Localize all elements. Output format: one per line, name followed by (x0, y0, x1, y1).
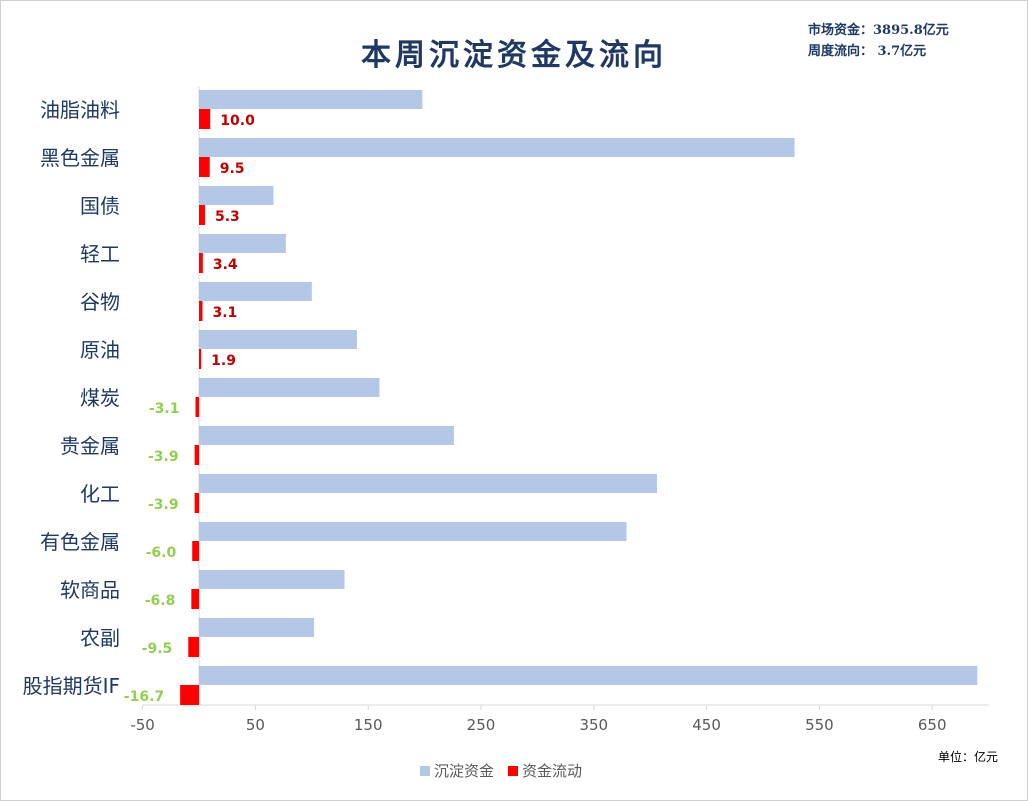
unit-label: 单位：亿元 (938, 750, 999, 764)
x-tick-label: 250 (467, 716, 496, 734)
flow-data-label: 5.3 (215, 209, 240, 225)
flow-bar (194, 493, 199, 513)
flow-bar (199, 109, 211, 129)
flow-data-label: -3.9 (148, 497, 179, 513)
flow-data-label: -16.7 (124, 689, 164, 705)
settled-bar (199, 474, 657, 493)
legend: 沉淀资金 资金流动 (420, 760, 582, 781)
settled-bar (199, 138, 795, 157)
x-tick-label: 450 (692, 716, 721, 734)
legend-swatch-flow (508, 765, 519, 776)
category-label: 轻工 (80, 242, 120, 266)
legend-item-flow: 资金流动 (508, 760, 582, 781)
settled-bar (199, 570, 345, 589)
legend-label-flow: 资金流动 (522, 762, 583, 780)
settled-bar (199, 186, 274, 205)
settled-bar (199, 234, 286, 253)
info-box: 市场资金：3895.8亿元 周度流向： 3.7亿元 (808, 20, 949, 62)
x-tick-label: 650 (918, 716, 947, 734)
settled-bar (199, 666, 978, 685)
flow-bar (199, 205, 205, 225)
category-label: 化工 (80, 482, 120, 506)
settled-bar (199, 378, 380, 397)
flow-bar (195, 397, 199, 417)
settled-bar (199, 90, 423, 109)
category-label: 谷物 (80, 290, 120, 314)
settled-bar (199, 522, 627, 541)
flow-data-label: -6.0 (146, 545, 177, 561)
flow-bar (199, 253, 203, 273)
settled-bar (199, 426, 454, 445)
category-label: 软商品 (60, 578, 120, 602)
flow-bar (191, 589, 199, 609)
market-funds-text: 市场资金：3895.8亿元 (808, 23, 949, 38)
flow-bar (199, 157, 210, 177)
settled-bar (199, 282, 312, 301)
flow-data-label: 9.5 (220, 161, 245, 177)
category-label: 国债 (80, 194, 120, 218)
flow-data-label: 3.4 (213, 257, 238, 273)
flow-bar (188, 637, 199, 657)
flow-data-label: 1.9 (211, 353, 236, 369)
chart-title: 本周沉淀资金及流向 (361, 38, 667, 73)
x-tick-label: 50 (246, 716, 265, 734)
flow-bar (180, 685, 199, 705)
weekly-flow-text: 周度流向： 3.7亿元 (808, 44, 927, 59)
flow-data-label: -3.1 (149, 401, 180, 417)
category-label: 股指期货IF (23, 674, 120, 698)
category-label: 原油 (80, 338, 120, 362)
flow-bar (192, 541, 199, 561)
flow-data-label: 10.0 (220, 113, 255, 129)
legend-item-settled: 沉淀资金 (420, 760, 494, 781)
flow-data-label: 3.1 (212, 305, 237, 321)
legend-swatch-settled (420, 765, 430, 776)
legend-label-settled: 沉淀资金 (434, 762, 495, 780)
category-label: 黑色金属 (40, 146, 120, 170)
settled-bar (199, 618, 315, 637)
category-label: 贵金属 (60, 434, 120, 458)
flow-bar (194, 445, 199, 465)
flow-data-label: -6.8 (145, 593, 176, 609)
x-tick-label: -50 (130, 716, 155, 734)
flow-bar (199, 349, 202, 369)
category-label: 有色金属 (40, 530, 120, 554)
settled-bar (199, 330, 357, 349)
x-tick-label: 350 (579, 716, 608, 734)
x-tick-label: 150 (354, 716, 383, 734)
flow-bar (199, 301, 203, 321)
category-label: 农副 (80, 626, 120, 650)
x-tick-label: 550 (805, 716, 834, 734)
flow-data-label: -3.9 (148, 449, 179, 465)
category-label: 油脂油料 (40, 98, 120, 122)
category-label: 煤炭 (80, 386, 120, 410)
flow-data-label: -9.5 (142, 641, 173, 657)
